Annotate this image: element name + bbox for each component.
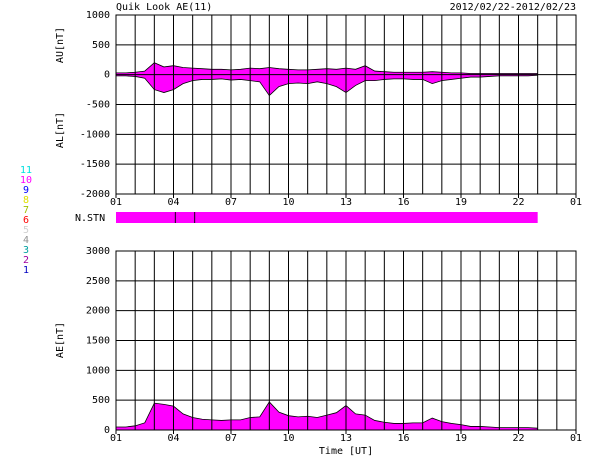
y-tick-label: 2500 bbox=[86, 276, 110, 287]
x-tick-label: 04 bbox=[167, 197, 179, 208]
station-legend: 11 bbox=[20, 165, 32, 176]
area bbox=[116, 74, 538, 96]
station-bar bbox=[116, 212, 538, 223]
x-tick-label: 01 bbox=[570, 197, 582, 208]
y-tick-label: 500 bbox=[92, 40, 110, 51]
station-legend: 10 bbox=[20, 175, 32, 186]
plot-frame bbox=[115, 14, 577, 195]
y-tick-label: 3000 bbox=[86, 246, 110, 257]
station-legend: 3 bbox=[23, 245, 29, 256]
y-tick-label: 0 bbox=[104, 70, 110, 81]
station-legend: 7 bbox=[23, 205, 29, 216]
x-tick-label: 16 bbox=[397, 197, 409, 208]
x-axis-label: Time [UT] bbox=[319, 446, 373, 457]
x-tick-label: 22 bbox=[512, 197, 524, 208]
x-tick-label: 04 bbox=[167, 433, 179, 444]
station-legend: 5 bbox=[23, 225, 29, 236]
x-tick-label: 01 bbox=[110, 433, 122, 444]
y-tick-label: -1000 bbox=[80, 129, 110, 140]
station-legend: 1 bbox=[23, 265, 29, 276]
y-tick-label: -500 bbox=[86, 100, 110, 111]
x-tick-label: 13 bbox=[340, 197, 352, 208]
x-tick-label: 19 bbox=[455, 433, 467, 444]
y-tick-label: -2000 bbox=[80, 189, 110, 200]
x-tick-label: 01 bbox=[110, 197, 122, 208]
station-legend: 6 bbox=[23, 215, 29, 226]
x-tick-label: 01 bbox=[570, 433, 582, 444]
x-tick-label: 19 bbox=[455, 197, 467, 208]
station-legend: 9 bbox=[23, 185, 29, 196]
plot-frame bbox=[115, 250, 577, 431]
y-tick-label: 0 bbox=[104, 425, 110, 436]
station-legend: 4 bbox=[23, 235, 29, 246]
x-tick-label: 16 bbox=[397, 433, 409, 444]
y-tick-label: 500 bbox=[92, 395, 110, 406]
y-tick-label: 2000 bbox=[86, 306, 110, 317]
y-tick-label: -1500 bbox=[80, 159, 110, 170]
x-tick-label: 22 bbox=[512, 433, 524, 444]
station-legend: 2 bbox=[23, 255, 29, 266]
y-tick-label: 1000 bbox=[86, 365, 110, 376]
x-tick-label: 07 bbox=[225, 433, 237, 444]
y-axis-label: AU[nT] bbox=[55, 27, 66, 63]
chart-title: Quik Look AE(11) bbox=[116, 2, 212, 13]
y-axis-label: AE[nT] bbox=[55, 322, 66, 358]
x-tick-label: 07 bbox=[225, 197, 237, 208]
date-range: 2012/02/22-2012/02/23 bbox=[450, 2, 576, 13]
station-legend: 8 bbox=[23, 195, 29, 206]
x-tick-label: 10 bbox=[282, 433, 294, 444]
y-tick-label: 1000 bbox=[86, 10, 110, 21]
y-axis-label: AL[nT] bbox=[55, 112, 66, 148]
x-tick-label: 10 bbox=[282, 197, 294, 208]
station-label: N.STN bbox=[75, 213, 105, 224]
y-tick-label: 1500 bbox=[86, 336, 110, 347]
x-tick-label: 13 bbox=[340, 433, 352, 444]
